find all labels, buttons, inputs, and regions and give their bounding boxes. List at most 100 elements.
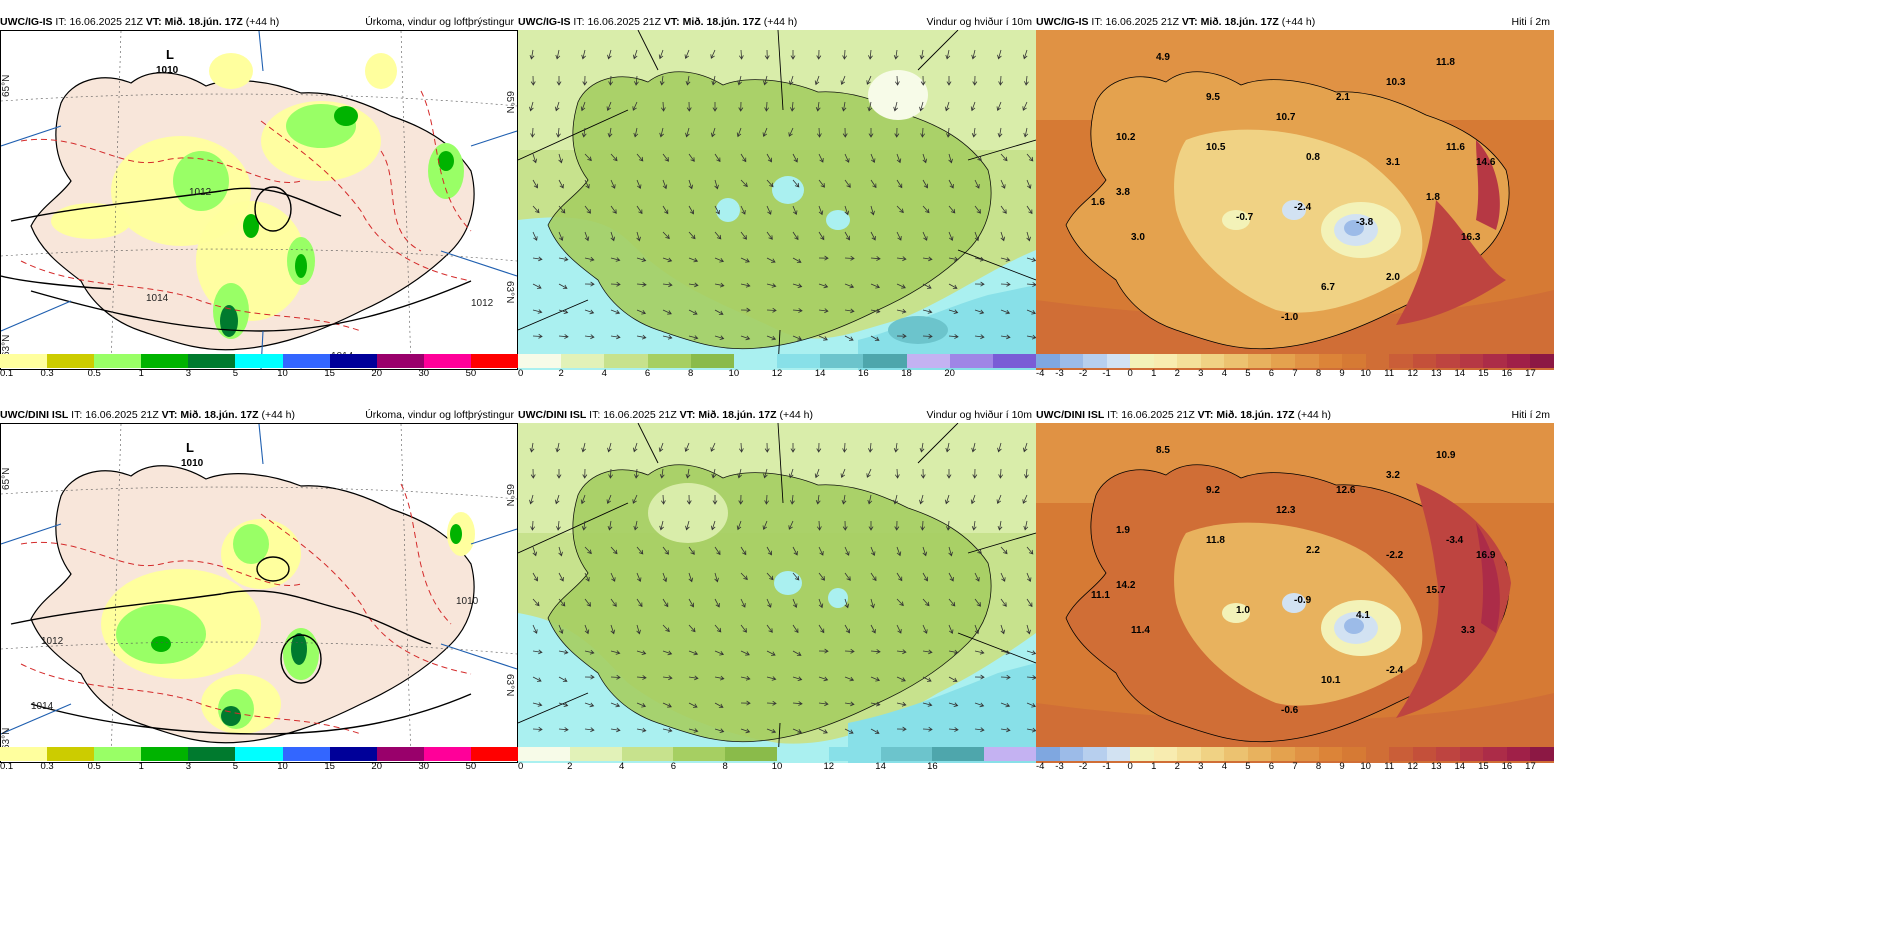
panel-title: Vindur og hviður í 10m bbox=[926, 409, 1032, 421]
legend-bar bbox=[1036, 747, 1555, 761]
lead-time: (+44 h) bbox=[245, 16, 280, 28]
wind-arrow bbox=[740, 205, 746, 215]
temp-spot-value: -0.6 bbox=[1281, 705, 1299, 716]
wind-arrow bbox=[662, 650, 673, 656]
wind-arrow bbox=[632, 101, 638, 111]
wind-arrow bbox=[948, 649, 959, 655]
wind-arrow bbox=[974, 309, 985, 315]
lat-label: 65°N bbox=[504, 91, 515, 113]
wind-arrow bbox=[662, 282, 673, 288]
legend-swatch bbox=[1059, 747, 1084, 761]
isobar-label: 1014 bbox=[146, 293, 169, 304]
wind-arrow bbox=[581, 127, 587, 138]
wind-arrow bbox=[870, 546, 876, 557]
lat-label: 63°N bbox=[1, 335, 12, 357]
lead-time: (+44 h) bbox=[261, 409, 296, 421]
wind-arrow bbox=[584, 546, 592, 555]
wind-arrow bbox=[714, 650, 725, 656]
wind-arrow bbox=[556, 127, 561, 138]
legend-tick-label: 3 bbox=[1198, 761, 1204, 772]
legend-tick-label: 1 bbox=[138, 761, 144, 772]
wind-arrow bbox=[1000, 727, 1011, 733]
legend-tick-label: 16 bbox=[927, 761, 938, 772]
legend-tick-label: 20 bbox=[371, 368, 383, 379]
temp-spot-value: 4.1 bbox=[1356, 610, 1370, 621]
legend-tick-label: 14 bbox=[814, 368, 826, 379]
temp-spot-value: 15.7 bbox=[1426, 585, 1446, 596]
legend-tick-label: 17 bbox=[1525, 761, 1536, 772]
legend-swatch bbox=[1459, 354, 1484, 368]
wind-arrow bbox=[974, 649, 985, 655]
wind-arrow bbox=[766, 205, 772, 215]
wind-arrow bbox=[532, 179, 538, 189]
wind-arrow bbox=[922, 676, 932, 682]
wind-arrow bbox=[532, 231, 538, 241]
legend-tick-label: -2 bbox=[1078, 368, 1088, 379]
wind-arrow bbox=[659, 468, 665, 479]
wind-panel-dini: UWC/DINI ISL IT: 16.06.2025 21Z VT: Mið.… bbox=[518, 407, 1036, 773]
wind-arrow bbox=[1000, 624, 1006, 635]
wind-arrow bbox=[632, 442, 638, 453]
wind-arrow bbox=[896, 205, 904, 214]
wind-map bbox=[518, 30, 1036, 370]
wind-arrow bbox=[714, 179, 719, 190]
legend-tick-label: 16 bbox=[858, 368, 869, 379]
legend-swatch bbox=[1389, 747, 1413, 761]
legend-tick-label: 10 bbox=[728, 368, 740, 379]
wind-arrow bbox=[685, 75, 691, 86]
wind-arrow bbox=[922, 702, 933, 707]
legend-tick-label: 0 bbox=[1127, 368, 1133, 379]
legend-swatch bbox=[992, 354, 1037, 368]
precip-map-svg: L 1010 1012 1014 1010 65°N 65°N 63°N 63°… bbox=[1, 424, 517, 762]
wind-arrow bbox=[922, 205, 930, 214]
wind-arrow bbox=[764, 101, 770, 112]
wind-arrow bbox=[792, 153, 798, 163]
wind-arrow bbox=[816, 49, 822, 60]
wind-arrow bbox=[688, 231, 696, 240]
legend-swatch bbox=[518, 354, 562, 368]
legend-tick-label: 2 bbox=[567, 761, 573, 772]
legend-swatch bbox=[1106, 354, 1131, 368]
panel-title: Úrkoma, vindur og loftþrýstingur bbox=[365, 409, 514, 421]
temp-spot-value: 3.1 bbox=[1386, 157, 1400, 168]
legend-tick-label: 9 bbox=[1339, 368, 1345, 379]
wind-arrow bbox=[974, 205, 981, 214]
legend-bar bbox=[0, 354, 519, 368]
wind-arrow bbox=[610, 598, 617, 607]
wind-arrow bbox=[558, 546, 563, 557]
temp-spot-value: 11.8 bbox=[1436, 57, 1455, 68]
legend-swatch bbox=[94, 747, 142, 761]
wind-arrow bbox=[948, 256, 959, 262]
wind-arrow bbox=[558, 153, 563, 164]
temp-spot-value: 10.1 bbox=[1321, 675, 1341, 686]
wind-arrow bbox=[556, 469, 562, 479]
wind-arrow bbox=[844, 624, 850, 634]
isobar-label: 1012 bbox=[41, 636, 64, 647]
wind-arrow bbox=[558, 676, 568, 682]
temp-spot-value: 11.4 bbox=[1131, 625, 1150, 636]
wind-arrow bbox=[740, 335, 751, 341]
wind-arrow bbox=[997, 127, 1003, 138]
wind-arrow bbox=[970, 494, 976, 505]
wind-arrow bbox=[894, 468, 900, 479]
legend-swatch bbox=[673, 747, 726, 761]
wind-arrow bbox=[662, 179, 668, 190]
temp-panel-dini: UWC/DINI ISL IT: 16.06.2025 21Z VT: Mið.… bbox=[1036, 407, 1555, 773]
wind-arrow bbox=[844, 546, 850, 556]
legend-swatch bbox=[1036, 747, 1060, 761]
wind-arrow bbox=[894, 127, 900, 138]
wind-arrow bbox=[919, 49, 925, 60]
wind-arrow bbox=[662, 309, 672, 315]
it-label: IT: bbox=[1107, 409, 1119, 421]
wind-arrow bbox=[766, 700, 777, 706]
wind-arrow bbox=[714, 231, 722, 240]
wind-arrow bbox=[584, 624, 590, 635]
wind-arrow bbox=[974, 231, 980, 242]
wind-arrow bbox=[792, 598, 798, 609]
legend-tick-label: 7 bbox=[1292, 368, 1298, 379]
lat-label: 65°N bbox=[504, 484, 515, 506]
wind-arrow bbox=[842, 520, 848, 531]
legend-swatch bbox=[1342, 354, 1366, 368]
wind-arrow bbox=[1000, 598, 1007, 607]
wind-arrow bbox=[841, 494, 847, 505]
